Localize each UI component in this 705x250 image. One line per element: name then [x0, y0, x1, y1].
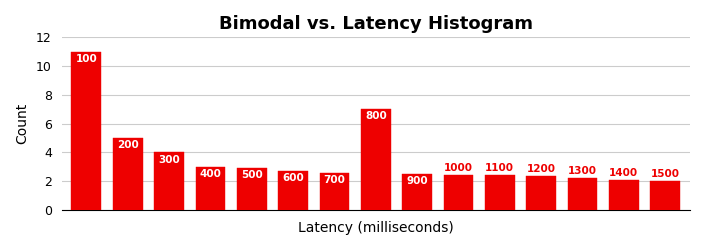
Text: 200: 200	[117, 140, 139, 150]
Text: 1300: 1300	[568, 166, 597, 176]
Bar	[319, 172, 349, 210]
Y-axis label: Count: Count	[15, 103, 29, 144]
Text: 900: 900	[406, 176, 428, 186]
Bar	[113, 138, 142, 210]
Text: 500: 500	[241, 170, 262, 180]
Bar	[650, 181, 680, 210]
Bar	[361, 109, 391, 210]
Bar	[154, 152, 184, 210]
Bar	[403, 174, 432, 210]
Bar	[526, 176, 556, 210]
Bar	[443, 175, 473, 210]
Bar	[609, 180, 639, 210]
Text: 800: 800	[365, 112, 386, 122]
Title: Bimodal vs. Latency Histogram: Bimodal vs. Latency Histogram	[219, 15, 533, 33]
Text: 700: 700	[324, 175, 345, 185]
Text: 1100: 1100	[485, 162, 515, 172]
Text: 1400: 1400	[609, 168, 639, 177]
Text: 400: 400	[200, 169, 221, 179]
Text: 1200: 1200	[527, 164, 556, 174]
Bar	[237, 168, 266, 210]
Bar	[278, 171, 308, 210]
Text: 100: 100	[75, 54, 97, 64]
Text: 1500: 1500	[651, 169, 680, 179]
Text: 600: 600	[282, 173, 304, 183]
Bar	[568, 178, 597, 210]
Bar	[71, 52, 102, 210]
Bar	[195, 167, 226, 210]
X-axis label: Latency (milliseconds): Latency (milliseconds)	[298, 221, 453, 235]
Bar	[485, 175, 515, 210]
Text: 300: 300	[158, 154, 180, 164]
Text: 1000: 1000	[444, 162, 473, 172]
